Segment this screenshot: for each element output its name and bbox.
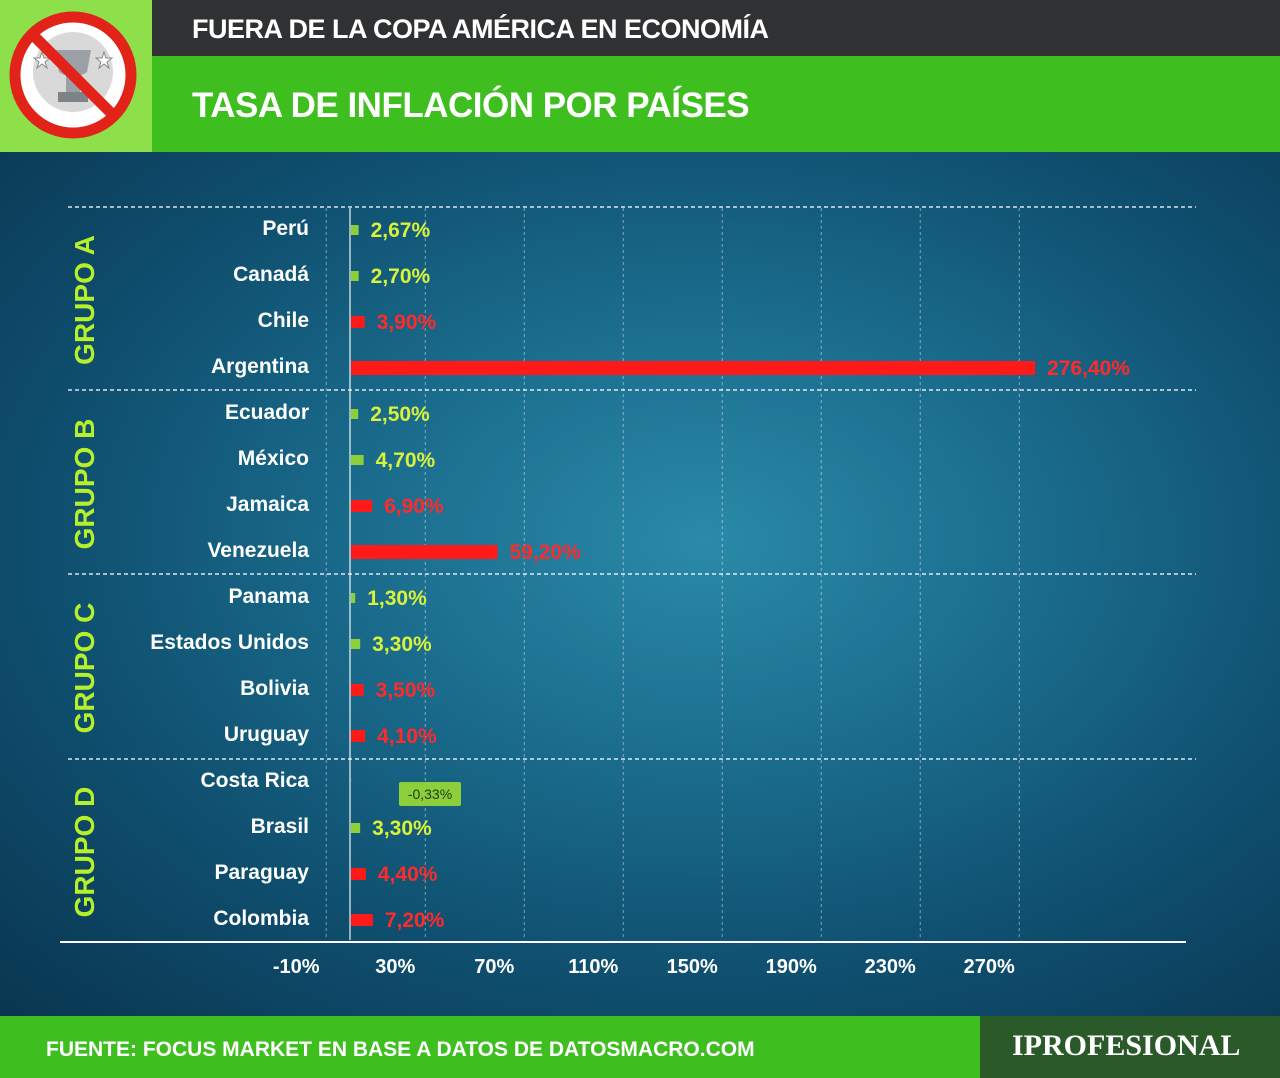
x-tick-label: 190% [766, 956, 817, 978]
country-label: Uruguay [224, 723, 310, 746]
bar-value-label: 3,30% [372, 817, 432, 840]
chart-area: -10% 30% 70% 110% 150% 190% 230% 270% GRUPO A Per… [0, 152, 1280, 1016]
bar [351, 409, 359, 419]
country-label: Costa Rica [200, 769, 309, 792]
x-tick-label: 30% [375, 956, 415, 978]
country-label: Argentina [211, 355, 309, 378]
footer: FUENTE: FOCUS MARKET EN BASE A DATOS DE … [0, 1016, 1280, 1078]
page-title: TASA DE INFLACIÓN POR PAÍSES [192, 86, 750, 125]
bar-value-label: 3,30% [372, 633, 432, 656]
country-label: Venezuela [207, 539, 309, 562]
brand-box [980, 1016, 1280, 1078]
x-tick-label: 230% [865, 956, 916, 978]
inflation-bar-chart: -10% 30% 70% 110% 150% 190% 230% 270% GRUPO A Per… [60, 206, 1196, 978]
bar-value-label: 59,20% [510, 541, 582, 564]
country-label: México [238, 447, 309, 470]
bar-value-label: 4,70% [376, 449, 436, 472]
bar [351, 823, 361, 833]
x-tick-label: 70% [474, 956, 514, 978]
no-copa-logo [0, 0, 152, 152]
x-tick-label: -10% [273, 956, 320, 978]
negative-value-badge [399, 782, 461, 806]
country-label: Estados Unidos [150, 631, 309, 654]
country-label: Panama [228, 585, 309, 608]
country-label: Ecuador [225, 401, 309, 424]
bar-value-label: 1,30% [367, 587, 427, 610]
country-label: Paraguay [214, 861, 309, 884]
bar-value-label: 2,67% [371, 219, 431, 242]
bar-value-label: 3,50% [376, 679, 436, 702]
bar [351, 639, 361, 649]
bar [351, 455, 364, 465]
header-top-bar: FUERA DE LA COPA AMÉRICA EN ECONOMÍA [0, 0, 1280, 56]
bar-value-label: 2,50% [370, 403, 430, 426]
bar-value-label: 2,70% [371, 265, 431, 288]
bar-value-label: 4,10% [377, 725, 437, 748]
country-label: Perú [262, 217, 309, 240]
bar [351, 684, 364, 696]
bar-value-label: 6,90% [384, 495, 444, 518]
bar [351, 225, 359, 235]
source-note: FUENTE: FOCUS MARKET EN BASE A DATOS DE … [46, 1038, 755, 1061]
country-label: Chile [258, 309, 309, 332]
page-subtitle: FUERA DE LA COPA AMÉRICA EN ECONOMÍA [192, 14, 769, 44]
x-tick-label: 150% [667, 956, 718, 978]
country-label: Canadá [233, 263, 309, 286]
country-label: Brasil [251, 815, 309, 838]
bar [351, 730, 366, 742]
brand-logo: IPROFESIONAL [1012, 1029, 1241, 1062]
group-label: GRUPO A [69, 235, 100, 365]
bar-value-label: -0,33% [408, 786, 452, 802]
bar [351, 316, 365, 328]
x-tick-label: 110% [568, 956, 618, 978]
x-tick-label: 270% [964, 956, 1015, 978]
bar [351, 593, 356, 603]
bar-value-label: 3,90% [377, 311, 437, 334]
group-label: GRUPO D [69, 787, 100, 918]
country-label: Bolivia [240, 677, 309, 700]
bar [351, 914, 373, 926]
country-label: Jamaica [226, 493, 309, 516]
bar-value-label: 276,40% [1047, 357, 1130, 380]
header-title-bar: TASA DE INFLACIÓN POR PAÍSES [0, 56, 1280, 152]
bar [351, 545, 498, 559]
group-label: GRUPO B [69, 419, 100, 550]
bar-value-label: 4,40% [378, 863, 438, 886]
bar [351, 868, 366, 880]
bar [350, 779, 352, 781]
prohibited-icon [9, 11, 137, 139]
bar [351, 500, 373, 512]
bar [351, 361, 1036, 375]
country-label: Colombia [213, 907, 309, 930]
bar-value-label: 7,20% [385, 909, 445, 932]
bar [351, 271, 359, 281]
group-label: GRUPO C [69, 603, 100, 734]
